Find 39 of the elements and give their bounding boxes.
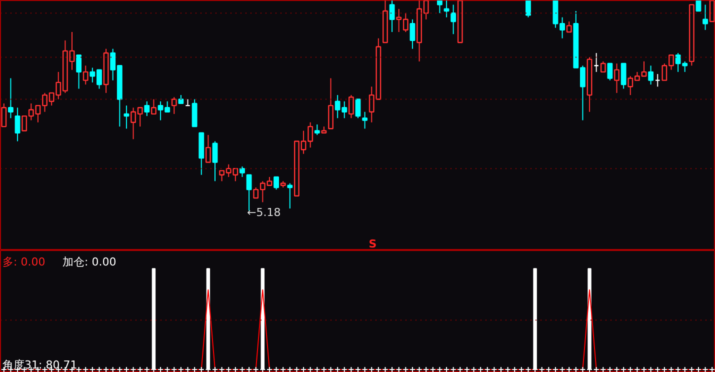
candlestick [614, 63, 620, 94]
candlestick [287, 182, 293, 209]
candlestick [437, 0, 442, 14]
candlestick [205, 134, 211, 163]
candlestick [410, 18, 416, 50]
candlestick [314, 124, 320, 136]
candlestick [702, 4, 708, 30]
candlestick [240, 166, 245, 178]
candlestick [348, 94, 354, 119]
candlestick [362, 111, 368, 130]
candlestick [607, 62, 613, 81]
candlestick [14, 107, 20, 142]
candlestick [355, 98, 361, 119]
candlestick [124, 105, 130, 130]
candlestick [1, 102, 7, 128]
candlestick [648, 65, 654, 86]
candlestick [600, 60, 606, 73]
candlestick [192, 98, 198, 128]
text: S [368, 238, 377, 250]
candlestick [274, 176, 279, 190]
candlestick [212, 140, 218, 182]
candlestick [151, 98, 156, 115]
candlestick [76, 54, 82, 90]
candlestick [696, 0, 702, 12]
candlestick [709, 0, 715, 22]
candlestick [450, 4, 456, 35]
candlestick [144, 100, 150, 117]
annotation: ←5.18 [247, 206, 281, 220]
candlestick [526, 0, 531, 18]
candlestick [171, 96, 177, 114]
candlestick [328, 78, 334, 130]
candlestick [82, 65, 88, 86]
candlestick [389, 0, 395, 33]
candlestick [620, 62, 626, 90]
text: 多: 0.00 [2, 256, 46, 268]
candlestick [8, 78, 14, 119]
text: 加仓: 0.00 [62, 256, 116, 268]
candlestick [444, 0, 450, 18]
candlestick [566, 21, 572, 33]
